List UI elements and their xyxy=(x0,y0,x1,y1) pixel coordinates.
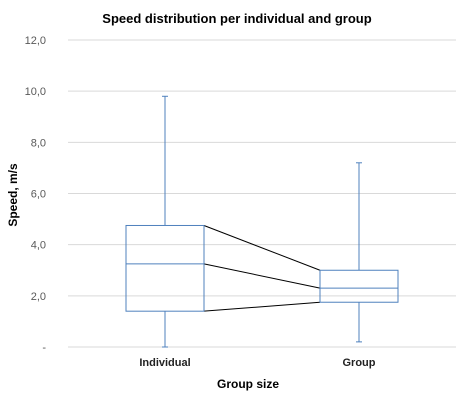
x-axis-title: Group size xyxy=(217,377,279,391)
y-axis-ticks: - 2,0 4,0 6,0 8,0 10,0 12,0 xyxy=(25,35,47,354)
y-tick-label: 6,0 xyxy=(31,189,46,201)
y-tick-label: 8,0 xyxy=(31,137,46,149)
y-tick-label: - xyxy=(42,342,46,354)
y-axis-title: Speed, m/s xyxy=(6,163,20,227)
y-tick-label: 4,0 xyxy=(31,240,46,252)
connector-q1 xyxy=(203,301,321,312)
y-tick-label: 10,0 xyxy=(25,86,46,98)
boxes xyxy=(125,95,399,348)
y-tick-label: 2,0 xyxy=(31,291,46,303)
gridlines xyxy=(68,39,456,348)
x-axis-categories: Individual Group xyxy=(139,357,375,369)
y-tick-label: 12,0 xyxy=(25,35,46,47)
box-group xyxy=(319,162,399,343)
iqr-box xyxy=(319,269,399,303)
x-category-label: Individual xyxy=(139,357,190,369)
connector-lines xyxy=(203,225,321,312)
connector-q3 xyxy=(203,225,321,271)
iqr-box xyxy=(125,224,205,312)
box-individual xyxy=(125,95,205,348)
connector-median xyxy=(203,263,321,289)
x-category-label: Group xyxy=(343,357,376,369)
chart-title: Speed distribution per individual and gr… xyxy=(102,11,371,26)
